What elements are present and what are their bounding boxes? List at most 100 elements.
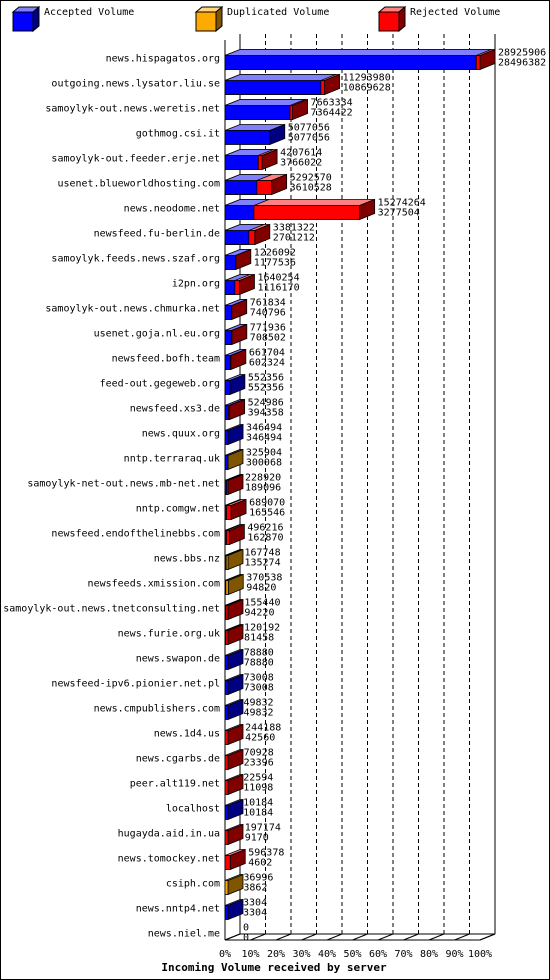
x-axis-title: Incoming Volume received by server (161, 961, 387, 974)
accepted-volume-label: 94820 (246, 583, 276, 594)
accepted-volume-label: 135274 (244, 558, 280, 569)
total-volume-label: 70928 (244, 748, 274, 759)
accepted-volume-label: 189096 (245, 483, 281, 494)
server-label: news.bbs.nz (154, 554, 220, 565)
server-label: i2pn.org (172, 279, 220, 290)
server-label: peer.alt119.net (130, 779, 220, 790)
total-volume-label: 3381322 (273, 223, 315, 234)
server-label: news.swapon.de (136, 654, 220, 665)
x-tick-label: 30% (292, 949, 310, 960)
bar-accepted (224, 530, 227, 545)
bar-accepted-top (224, 449, 243, 456)
accepted-volume-label: 4602 (248, 858, 272, 869)
bar-accepted (224, 555, 227, 570)
bar-accepted-top (224, 524, 242, 531)
accepted-volume-label: 3277504 (378, 208, 420, 219)
accepted-volume-label: 162870 (247, 533, 283, 544)
server-label: news.quux.org (142, 429, 220, 440)
bar-total (224, 780, 229, 795)
floor-grid-line (454, 933, 470, 941)
accepted-volume-label: 81458 (244, 633, 274, 644)
total-volume-label: 661704 (249, 348, 285, 359)
bar-total (224, 880, 229, 895)
x-tick-label: 90% (445, 949, 463, 960)
bar-total-side (227, 623, 244, 646)
bar-accepted-top (224, 199, 270, 206)
bar-accepted (224, 505, 227, 520)
floor-grid-line (250, 933, 266, 941)
total-volume-label: 5292570 (290, 173, 332, 184)
x-tick-label: 50% (343, 949, 361, 960)
server-label: outgoing.news.lysator.liu.se (51, 79, 220, 90)
total-volume-label: 0 (243, 923, 249, 934)
server-label: news.hispagatos.org (106, 54, 220, 65)
legend-label-rejected: Rejected Volume (410, 7, 501, 18)
bar-accepted (224, 630, 227, 645)
server-label: samoylyk-out.news.chmurka.net (45, 304, 220, 315)
total-volume-label: 552356 (248, 373, 284, 384)
bar-total (224, 730, 229, 745)
x-tick-label: 100% (468, 949, 492, 960)
server-label: newsfeeds.xmission.com (88, 579, 220, 590)
bar-accepted (224, 305, 232, 320)
bar-total-side (227, 798, 244, 821)
bar-accepted (224, 330, 232, 345)
x-tick-label: 0% (219, 949, 231, 960)
bar-total (224, 130, 271, 145)
legend-label-duplicated: Duplicated Volume (227, 7, 330, 18)
floor-grid-line (479, 933, 496, 941)
bar-total-side (227, 573, 244, 596)
accepted-volume-label: 3610528 (290, 183, 332, 194)
accepted-volume-label: 73008 (244, 683, 274, 694)
floor-grid-line (301, 933, 317, 941)
server-label: samoylyk.feeds.news.szaf.org (51, 254, 220, 265)
bar-total (224, 680, 229, 695)
accepted-volume-label: 0 (243, 933, 249, 944)
server-label: newsfeed.bofh.team (112, 354, 220, 365)
server-label: samoylyk-out.feeder.erje.net (51, 154, 220, 165)
bar-total-side (227, 598, 244, 621)
bar-total-side (227, 698, 244, 721)
server-label: newsfeed.xs3.de (130, 404, 220, 415)
accepted-volume-label: 10869628 (343, 83, 391, 94)
accepted-volume-label: 3862 (243, 883, 267, 894)
server-label: localhost (166, 804, 220, 815)
accepted-volume-label: 3304 (243, 908, 267, 919)
bar-accepted-top (224, 324, 247, 331)
accepted-volume-label: 740796 (250, 308, 286, 319)
accepted-volume-label: 708502 (250, 333, 286, 344)
total-volume-label: 325904 (246, 448, 282, 459)
total-volume-label: 689070 (249, 498, 285, 509)
total-volume-label: 771936 (250, 323, 286, 334)
x-tick-label: 70% (394, 949, 412, 960)
bar-accepted-top (224, 174, 272, 181)
bar-accepted (224, 580, 227, 595)
server-label: csiph.com (166, 879, 220, 890)
total-volume-label: 15274264 (378, 198, 426, 209)
accepted-volume-label: 2701212 (273, 233, 315, 244)
server-label: news.furie.org.uk (118, 629, 220, 640)
bar-total-side (227, 873, 244, 896)
bar-accepted (224, 355, 231, 370)
total-volume-label: 78880 (244, 648, 274, 659)
total-volume-label: 346494 (246, 423, 282, 434)
bar-total-side (227, 748, 244, 771)
total-volume-label: 496216 (247, 523, 283, 534)
server-label: news.cgarbs.de (136, 754, 220, 765)
floor-grid-line (352, 933, 368, 941)
bar-total-side (227, 473, 244, 496)
bar-accepted (224, 605, 227, 620)
accepted-volume-label: 552356 (248, 383, 284, 394)
accepted-volume-label: 94220 (244, 608, 274, 619)
bar-total (224, 755, 229, 770)
bar-accepted-top (224, 599, 241, 606)
bar-total (224, 855, 231, 870)
total-volume-label: 73008 (244, 673, 274, 684)
bar-total (224, 905, 229, 920)
bar-accepted-top (224, 574, 241, 581)
accepted-volume-label: 78880 (244, 658, 274, 669)
bar-accepted-top (224, 274, 250, 281)
server-label: news.niel.me (148, 929, 220, 940)
total-volume-label: 167748 (244, 548, 280, 559)
